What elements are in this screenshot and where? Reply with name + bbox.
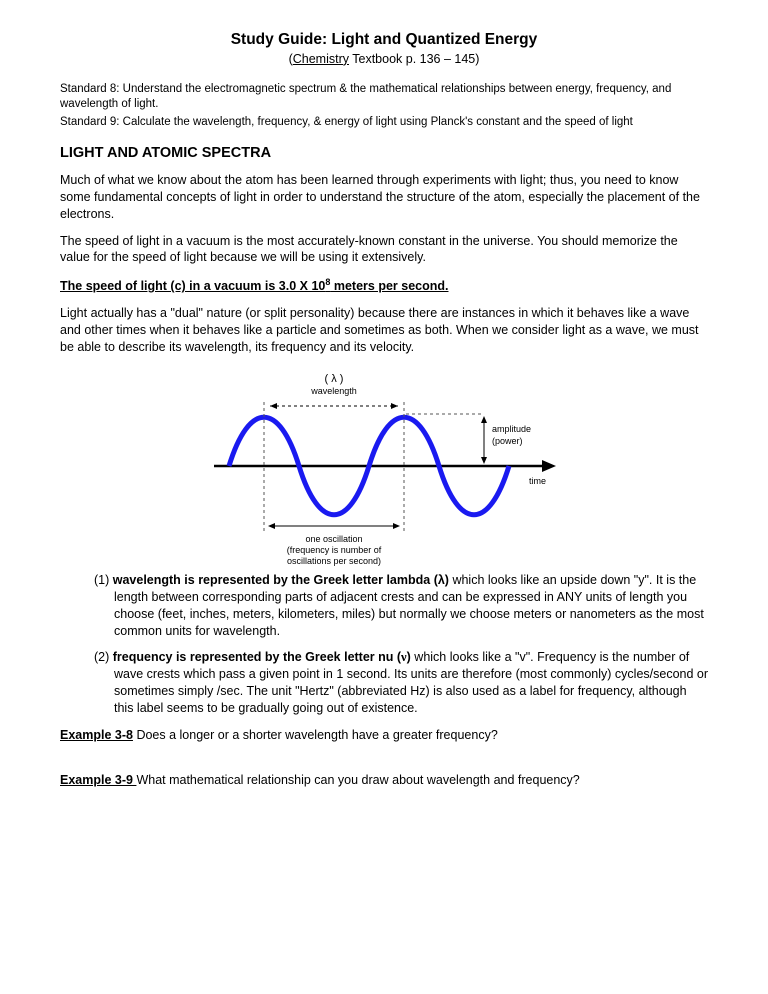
paragraph-1: Much of what we know about the atom has … xyxy=(60,172,708,223)
amplitude-label-2: (power) xyxy=(492,436,523,446)
item2-lead: frequency is represented by the Greek le… xyxy=(113,650,411,664)
example-3-8-label: Example 3-8 xyxy=(60,728,133,742)
paragraph-3: Light actually has a "dual" nature (or s… xyxy=(60,305,708,356)
example-3-9-question: What mathematical relationship can you d… xyxy=(136,773,579,787)
lambda-label: ( λ ) xyxy=(325,373,344,385)
osc-label-1: one oscillation xyxy=(305,534,362,544)
definition-frequency: (2) frequency is represented by the Gree… xyxy=(94,649,708,717)
example-3-8: Example 3-8 Does a longer or a shorter w… xyxy=(60,727,708,744)
wavelength-arrow-left xyxy=(270,403,277,409)
wavelength-label: wavelength xyxy=(310,386,357,396)
page-subtitle: (Chemistry Textbook p. 136 – 145) xyxy=(60,51,708,68)
item2-num: (2) xyxy=(94,650,113,664)
osc-label-2: (frequency is number of xyxy=(287,545,382,555)
subtitle-rest: Textbook p. 136 – 145) xyxy=(349,52,479,66)
definition-wavelength: (1) wavelength is represented by the Gre… xyxy=(94,572,708,640)
wave-diagram: ( λ ) wavelength amplitude (power) time … xyxy=(60,366,708,566)
example-3-8-question: Does a longer or a shorter wavelength ha… xyxy=(133,728,498,742)
amp-arrow-down xyxy=(481,457,487,464)
wave-svg: ( λ ) wavelength amplitude (power) time … xyxy=(184,366,584,566)
speed-text-b: meters per second. xyxy=(330,279,448,293)
osc-arrow-right xyxy=(393,523,400,529)
paragraph-2: The speed of light in a vacuum is the mo… xyxy=(60,233,708,267)
axis-arrowhead xyxy=(542,460,556,472)
time-label: time xyxy=(529,476,546,486)
example-3-9: Example 3-9 What mathematical relationsh… xyxy=(60,772,708,789)
osc-label-3: oscillations per second) xyxy=(287,556,381,566)
speed-text-a: The speed of light (c) in a vacuum is 3.… xyxy=(60,279,325,293)
subtitle-underline: Chemistry xyxy=(293,52,349,66)
item1-lead: wavelength is represented by the Greek l… xyxy=(113,573,449,587)
standard-9: Standard 9: Calculate the wavelength, fr… xyxy=(60,115,708,131)
section-heading: LIGHT AND ATOMIC SPECTRA xyxy=(60,144,708,164)
page-title: Study Guide: Light and Quantized Energy xyxy=(60,30,708,51)
document-page: Study Guide: Light and Quantized Energy … xyxy=(0,0,768,994)
standard-8: Standard 8: Understand the electromagnet… xyxy=(60,82,708,113)
amplitude-label-1: amplitude xyxy=(492,424,531,434)
example-3-9-label: Example 3-9 xyxy=(60,773,136,787)
osc-arrow-left xyxy=(268,523,275,529)
wavelength-arrow-right xyxy=(391,403,398,409)
speed-of-light-line: The speed of light (c) in a vacuum is 3.… xyxy=(60,276,708,295)
item1-num: (1) xyxy=(94,573,113,587)
amp-arrow-up xyxy=(481,416,487,423)
